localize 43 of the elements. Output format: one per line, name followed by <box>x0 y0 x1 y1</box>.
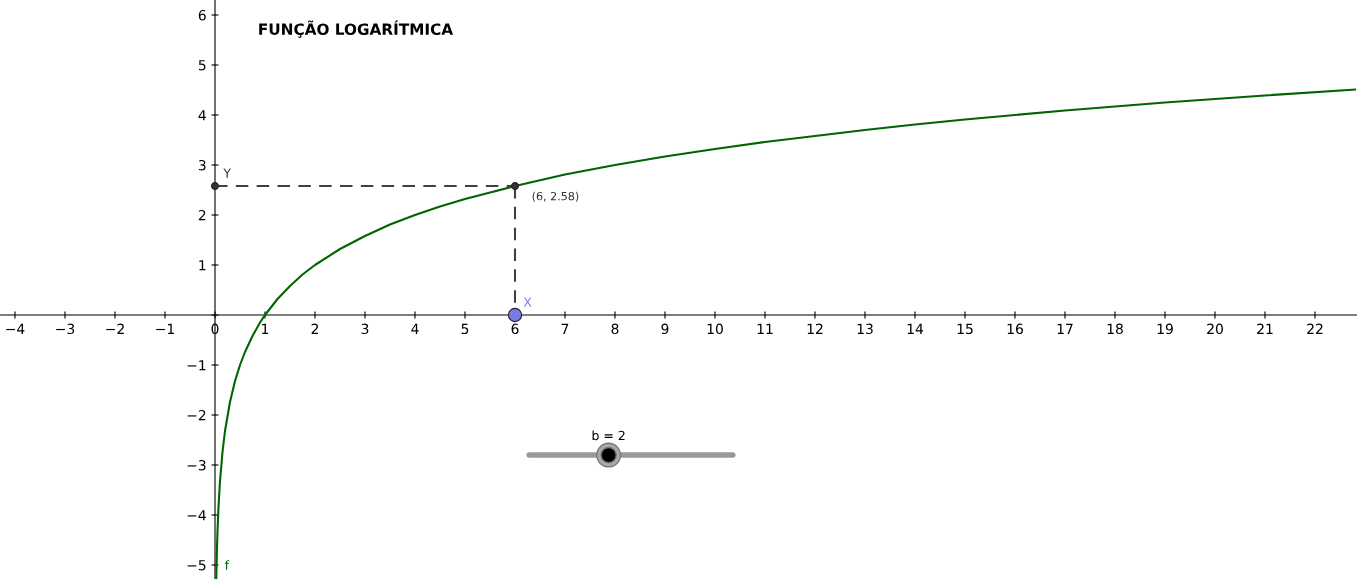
series-label: Y <box>223 168 231 178</box>
y-tick-label: −3 <box>187 459 206 471</box>
x-tick-label: 5 <box>461 323 469 335</box>
x-tick-label: 17 <box>1057 323 1073 334</box>
x-tick-label: 9 <box>661 323 669 335</box>
annotation: b = 2 <box>592 430 625 441</box>
text: FUNÇÃO LOGARÍTMICA <box>259 20 454 38</box>
y-tick-label: 4 <box>198 110 206 121</box>
series-label: X <box>523 297 532 307</box>
x-tick-label: 14 <box>907 323 924 334</box>
x-tick-label: 18 <box>1107 323 1123 335</box>
y-tick-label: −5 <box>187 560 206 571</box>
x-tick-label: 11 <box>757 323 773 334</box>
x-tick-label: 15 <box>957 323 973 335</box>
x-tick-label: −4 <box>6 323 25 334</box>
x-tick-label: 6 <box>511 323 519 335</box>
y-tick-label: −2 <box>187 409 206 421</box>
x-tick-label: 2 <box>311 323 319 334</box>
x-tick-label: 4 <box>411 323 419 334</box>
series-label: f <box>224 560 230 570</box>
x-tick-label: −3 <box>56 323 75 335</box>
x-tick-label: 3 <box>361 323 369 335</box>
x-tick-label: 16 <box>1007 323 1023 335</box>
x-tick-label: 22 <box>1307 323 1323 334</box>
x-tick-label: 1 <box>262 323 269 334</box>
x-tick-label: 13 <box>857 323 873 335</box>
x-tick-label: 8 <box>611 323 619 335</box>
x-tick-label: 10 <box>707 323 723 335</box>
y-tick-label: 5 <box>198 60 206 71</box>
x-tick-label: −1 <box>156 323 174 334</box>
x-tick-label: 19 <box>1157 323 1173 335</box>
x-tick-label: −2 <box>106 323 124 334</box>
x-tick-label: 12 <box>807 323 823 334</box>
y-tick-label: 1 <box>199 260 206 271</box>
y-tick-label: −4 <box>187 510 206 521</box>
x-tick-label: 21 <box>1257 323 1273 334</box>
x-tick-label: 7 <box>561 323 569 334</box>
x-tick-label: 20 <box>1207 323 1223 335</box>
y-tick-label: 2 <box>198 209 206 221</box>
y-tick-label: −1 <box>187 360 206 371</box>
annotation: (6, 2.58) <box>532 191 579 202</box>
y-tick-label: 3 <box>198 159 206 171</box>
y-tick-label: 6 <box>198 9 206 21</box>
